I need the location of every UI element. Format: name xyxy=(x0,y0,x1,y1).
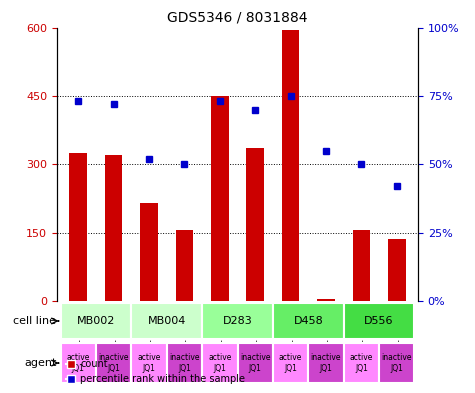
Text: D283: D283 xyxy=(223,316,252,326)
Text: MB004: MB004 xyxy=(148,316,186,326)
Bar xyxy=(105,155,123,301)
FancyBboxPatch shape xyxy=(379,343,415,383)
FancyBboxPatch shape xyxy=(167,343,202,383)
Bar xyxy=(140,203,158,301)
Text: active
JQ1: active JQ1 xyxy=(350,353,373,373)
Title: GDS5346 / 8031884: GDS5346 / 8031884 xyxy=(167,11,308,25)
Bar xyxy=(247,148,264,301)
FancyBboxPatch shape xyxy=(202,343,238,383)
Bar xyxy=(211,96,228,301)
Text: active
JQ1: active JQ1 xyxy=(137,353,161,373)
FancyBboxPatch shape xyxy=(308,343,344,383)
FancyBboxPatch shape xyxy=(344,343,379,383)
Text: inactive
JQ1: inactive JQ1 xyxy=(169,353,200,373)
Text: inactive
JQ1: inactive JQ1 xyxy=(240,353,270,373)
Bar xyxy=(282,30,299,301)
Text: inactive
JQ1: inactive JQ1 xyxy=(381,353,412,373)
FancyBboxPatch shape xyxy=(273,303,344,339)
Text: D458: D458 xyxy=(294,316,323,326)
FancyBboxPatch shape xyxy=(60,303,131,339)
FancyBboxPatch shape xyxy=(60,343,96,383)
Bar xyxy=(317,299,335,301)
FancyBboxPatch shape xyxy=(96,343,131,383)
Bar xyxy=(352,230,370,301)
Text: D556: D556 xyxy=(364,316,394,326)
Bar xyxy=(69,153,87,301)
Text: agent: agent xyxy=(24,358,57,368)
Text: inactive
JQ1: inactive JQ1 xyxy=(311,353,341,373)
FancyBboxPatch shape xyxy=(202,303,273,339)
Bar xyxy=(388,239,406,301)
Text: active
JQ1: active JQ1 xyxy=(279,353,302,373)
FancyBboxPatch shape xyxy=(131,343,167,383)
FancyBboxPatch shape xyxy=(344,303,415,339)
Bar xyxy=(176,230,193,301)
Legend: count, percentile rank within the sample: count, percentile rank within the sample xyxy=(62,356,249,388)
FancyBboxPatch shape xyxy=(131,303,202,339)
FancyBboxPatch shape xyxy=(238,343,273,383)
Text: MB002: MB002 xyxy=(77,316,115,326)
Text: cell line: cell line xyxy=(13,316,57,326)
Text: inactive
JQ1: inactive JQ1 xyxy=(98,353,129,373)
Text: active
JQ1: active JQ1 xyxy=(208,353,231,373)
FancyBboxPatch shape xyxy=(273,343,308,383)
Text: active
JQ1: active JQ1 xyxy=(66,353,90,373)
